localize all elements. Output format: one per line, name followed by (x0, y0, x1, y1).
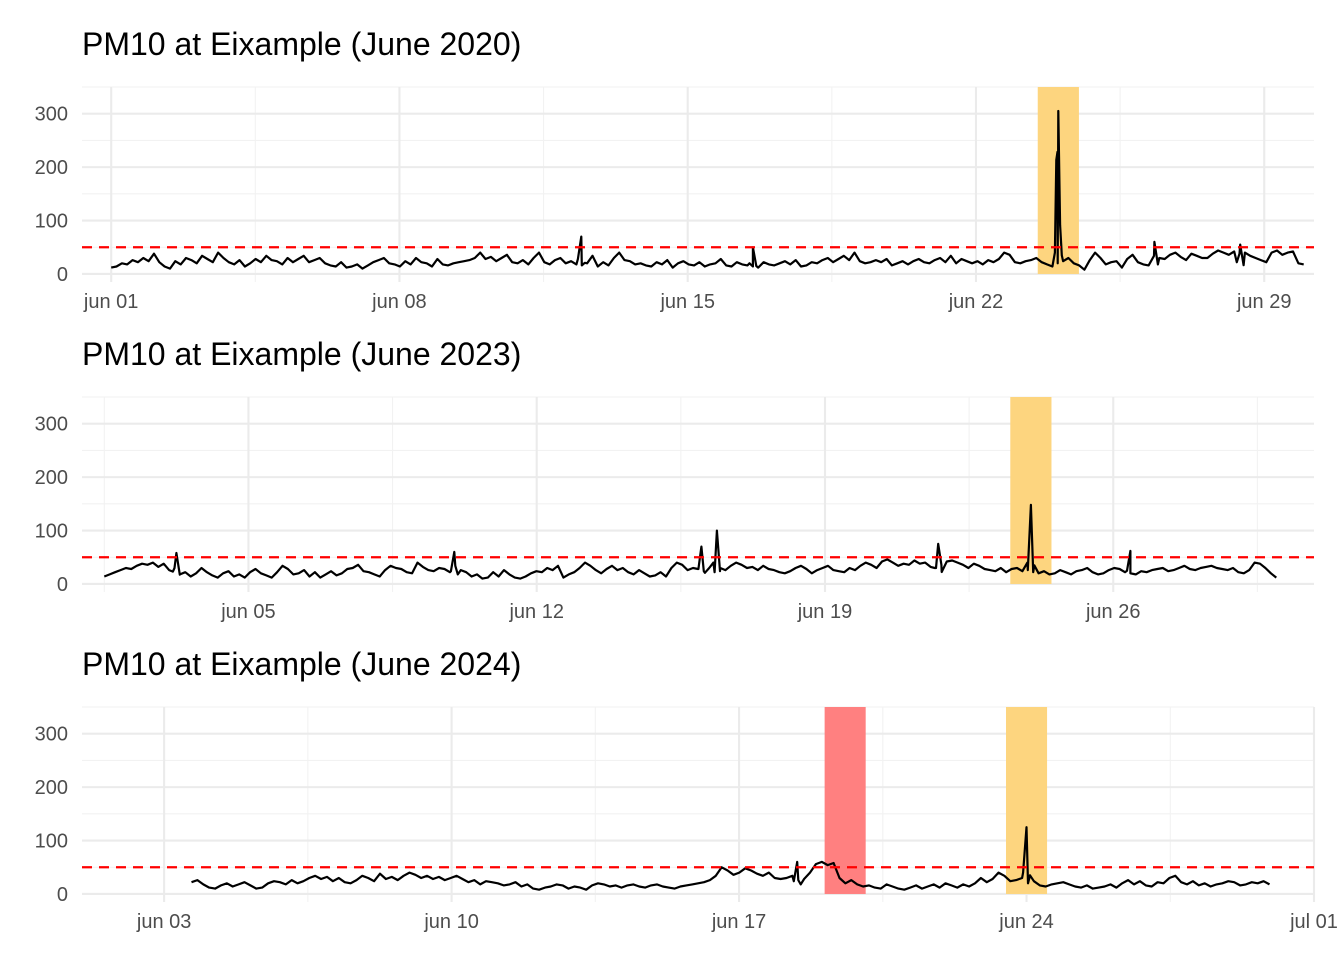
x-tick-label: jun 22 (948, 291, 1004, 313)
y-tick-label: 0 (57, 264, 68, 286)
highlight-band (1010, 397, 1052, 584)
x-tick-label: jun 05 (220, 601, 276, 623)
highlight-band (824, 707, 866, 894)
x-tick-label: jun 10 (423, 911, 479, 933)
y-tick-label: 100 (35, 521, 68, 543)
y-tick-label: 300 (35, 414, 68, 436)
x-tick-label: jun 24 (998, 911, 1054, 933)
x-tick-label: jun 12 (508, 601, 564, 623)
y-tick-label: 0 (57, 574, 68, 596)
panel-title: PM10 at Eixample (June 2020) (82, 26, 521, 62)
y-tick-label: 0 (57, 884, 68, 906)
x-tick-label: jun 15 (659, 291, 715, 313)
plot-area: 0 100 200 300 jun 03 jun 10 jun 17 jun 24 jul 01 (35, 706, 1338, 933)
x-tick-label: jun 03 (136, 911, 192, 933)
y-tick-label: 300 (35, 724, 68, 746)
x-tick-label: jun 29 (1236, 291, 1292, 313)
y-tick-label: 200 (35, 467, 68, 489)
x-tick-label: jun 01 (83, 291, 139, 313)
y-tick-label: 100 (35, 831, 68, 853)
plot-area: 0 100 200 300 jun 05 jun 12 jun 19 jun 26 (35, 396, 1314, 623)
y-tick-label: 100 (35, 211, 68, 233)
panel-2020: PM10 at Eixample (June 2020) 0 100 200 300 j… (35, 26, 1314, 313)
pm10-series-line (191, 826, 1271, 891)
panel-2024: PM10 at Eixample (June 2024) 0 100 200 300 j… (35, 646, 1338, 933)
y-tick-label: 200 (35, 777, 68, 799)
pm10-series-line (110, 109, 1304, 271)
panel-title: PM10 at Eixample (June 2024) (82, 646, 521, 682)
x-tick-label: jul 01 (1289, 911, 1338, 933)
x-tick-label: jun 26 (1085, 601, 1141, 623)
x-tick-label: jun 19 (797, 601, 853, 623)
pm10-series-line (103, 503, 1277, 580)
x-tick-label: jun 08 (371, 291, 427, 313)
plot-area: 0 100 200 300 jun 01 jun 08 jun 15 jun 22 jun 29 (35, 86, 1314, 313)
y-tick-label: 200 (35, 157, 68, 179)
x-tick-label: jun 17 (711, 911, 767, 933)
panel-title: PM10 at Eixample (June 2023) (82, 336, 521, 372)
y-tick-label: 300 (35, 104, 68, 126)
panel-2023: PM10 at Eixample (June 2023) 0 100 200 300 j… (35, 336, 1314, 623)
